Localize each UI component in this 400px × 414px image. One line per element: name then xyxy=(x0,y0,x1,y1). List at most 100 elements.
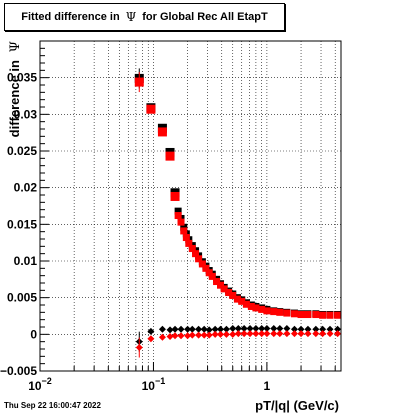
data-point xyxy=(258,305,266,313)
data-point xyxy=(225,289,233,297)
data-point xyxy=(234,324,242,332)
data-point xyxy=(200,325,208,333)
data-point xyxy=(283,324,291,332)
x-tick-label-exponent: −2 xyxy=(42,376,52,386)
x-tick-label: 10−2 xyxy=(28,376,52,393)
data-point xyxy=(171,332,179,340)
y-tick-label: 0.035 xyxy=(7,71,37,85)
data-point xyxy=(211,330,219,338)
data-point xyxy=(334,311,342,319)
data-point xyxy=(166,333,174,341)
data-point xyxy=(135,344,143,352)
data-point xyxy=(304,330,312,338)
data-point xyxy=(242,300,250,308)
data-point xyxy=(220,285,228,293)
series-0 xyxy=(134,68,342,319)
data-point xyxy=(147,327,155,335)
data-point xyxy=(147,335,155,343)
data-point xyxy=(334,325,342,333)
y-axis-title-text: difference in xyxy=(7,60,22,137)
data-point xyxy=(205,326,213,334)
data-point xyxy=(171,325,179,333)
axis-ticks xyxy=(39,40,336,372)
data-point xyxy=(188,325,196,333)
data-point xyxy=(208,272,216,280)
y-axis-title-psi-symbol: Ψ xyxy=(8,41,23,52)
data-point xyxy=(304,311,312,319)
y-tick-label: 0.03 xyxy=(14,107,38,121)
data-point xyxy=(177,325,185,333)
data-point xyxy=(180,227,188,235)
data-point xyxy=(182,234,190,242)
data-point xyxy=(283,330,291,338)
data-point xyxy=(319,330,327,338)
data-point xyxy=(192,250,200,258)
y-tick-label: 0.005 xyxy=(7,291,37,305)
x-tick-label: 1 xyxy=(264,379,271,393)
data-point xyxy=(263,324,271,332)
data-point xyxy=(157,127,167,137)
data-point xyxy=(326,325,334,333)
data-point xyxy=(222,330,230,338)
plot-frame xyxy=(39,40,342,372)
data-point xyxy=(270,308,278,316)
series-3 xyxy=(135,330,342,358)
data-point xyxy=(229,291,237,299)
data-point xyxy=(319,311,327,319)
data-point xyxy=(217,325,225,333)
y-tick-label: 0.02 xyxy=(14,181,38,195)
data-point xyxy=(198,260,206,268)
data-point xyxy=(233,295,241,303)
data-point xyxy=(166,326,174,334)
data-point xyxy=(246,330,254,338)
data-point xyxy=(170,191,180,201)
data-point xyxy=(312,325,320,333)
data-point xyxy=(134,77,144,87)
data-point xyxy=(252,304,260,312)
data-point xyxy=(234,330,242,338)
data-point xyxy=(238,297,246,305)
data-point xyxy=(184,325,192,333)
x-tick-label: 10−1 xyxy=(142,376,166,393)
data-series xyxy=(134,68,342,358)
series-2 xyxy=(135,324,342,352)
data-point xyxy=(270,324,278,332)
data-point xyxy=(290,325,298,333)
data-point xyxy=(229,324,237,332)
data-point xyxy=(195,255,203,263)
data-point xyxy=(217,330,225,338)
data-point xyxy=(326,330,334,338)
data-point xyxy=(188,331,196,339)
data-point xyxy=(297,325,305,333)
data-point xyxy=(290,310,298,318)
data-point xyxy=(276,330,284,338)
data-point xyxy=(211,325,219,333)
data-point xyxy=(188,245,196,253)
data-point xyxy=(165,151,175,161)
data-point xyxy=(263,330,271,338)
data-point xyxy=(174,212,182,220)
data-point xyxy=(195,325,203,333)
x-tick-label-exponent: −1 xyxy=(155,376,165,386)
y-tick-label: 0.01 xyxy=(14,254,38,268)
data-point xyxy=(246,324,254,332)
data-point xyxy=(158,325,166,333)
data-point xyxy=(258,324,266,332)
data-point xyxy=(252,324,260,332)
data-point xyxy=(222,325,230,333)
series-1 xyxy=(134,72,342,319)
y-tick-label: −0.005 xyxy=(0,364,37,378)
data-point xyxy=(297,330,305,338)
data-point xyxy=(229,330,237,338)
data-point xyxy=(312,330,320,338)
data-point xyxy=(146,104,156,114)
data-point xyxy=(283,309,291,317)
y-axis-title: difference in Ψ xyxy=(7,41,23,137)
data-point xyxy=(195,331,203,339)
data-point xyxy=(205,331,213,339)
data-point xyxy=(213,278,221,286)
data-point xyxy=(205,269,213,277)
data-point xyxy=(290,330,298,338)
data-point xyxy=(312,311,320,319)
chart-title-psi-symbol: Ψ xyxy=(125,10,137,24)
